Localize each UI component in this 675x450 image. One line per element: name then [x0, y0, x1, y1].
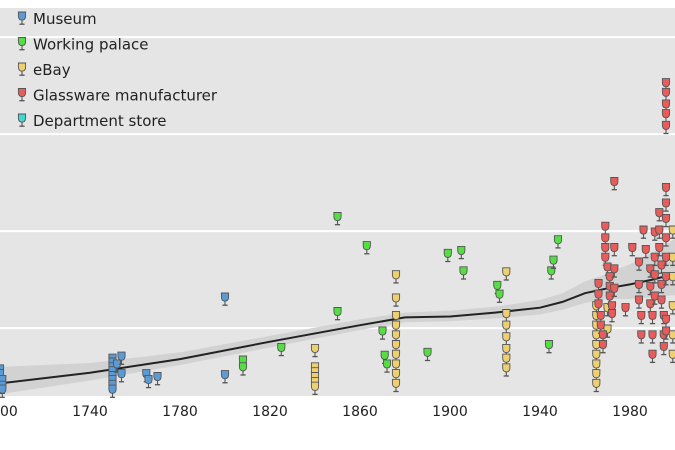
point-s3-2 [594, 299, 603, 313]
point-s0-4 [0, 384, 7, 398]
point-s1-4 [333, 212, 342, 226]
point-s1-15 [544, 340, 554, 354]
legend: Museum Working palace eBay Glassware manufa… [17, 10, 218, 130]
point-s3-22 [628, 243, 637, 257]
legend-item-0: Museum [17, 10, 97, 28]
x-tick-label-5: 1900 [432, 404, 468, 420]
x-tick-label-7: 1980 [612, 404, 648, 420]
point-s2-37 [668, 301, 675, 315]
confidence-band-area [0, 238, 675, 395]
point-s0-18 [153, 372, 162, 386]
legend-label-1: Working palace [33, 36, 149, 54]
legend-item-3: Glassware manufacturer [17, 87, 218, 105]
legend-label-3: Glassware manufacturer [33, 87, 218, 105]
legend-marker-3 [17, 88, 27, 102]
point-s2-22 [502, 363, 511, 377]
point-s3-6 [598, 340, 608, 354]
point-s3-29 [641, 244, 650, 259]
point-s3-23 [634, 257, 644, 271]
legend-marker-4 [17, 113, 27, 127]
legend-label-0: Museum [33, 10, 97, 28]
point-s2-16 [502, 267, 511, 281]
point-s1-18 [553, 235, 563, 249]
point-s1-9 [423, 347, 432, 362]
point-s2-38 [668, 330, 675, 344]
legend-label-2: eBay [33, 61, 71, 79]
point-s3-35 [648, 349, 657, 364]
x-tick-label-4: 1860 [342, 404, 378, 420]
legend-item-2: eBay [17, 61, 71, 79]
point-s0-14 [117, 351, 126, 365]
point-s0-19 [220, 292, 230, 306]
point-s3-45 [657, 295, 666, 309]
point-s3-24 [634, 279, 644, 294]
x-tick-label-6: 1940 [522, 404, 558, 420]
point-s3-55 [661, 120, 671, 135]
point-s2-5 [310, 381, 320, 396]
point-s2-6 [391, 270, 401, 284]
point-s3-25 [634, 295, 644, 309]
x-tick-label-2: 1780 [162, 404, 198, 420]
x-tick-label-3: 1820 [252, 404, 288, 420]
x-tick-label-1: 1740 [72, 404, 108, 420]
confidence-band [0, 238, 675, 395]
point-s1-1 [238, 362, 248, 376]
legend-marker-0 [17, 11, 27, 25]
point-s3-19 [610, 264, 619, 278]
point-s1-6 [378, 326, 387, 340]
x-tick-label-0: 1700 [0, 404, 18, 420]
point-s3-38 [650, 270, 659, 284]
point-s3-21 [621, 303, 630, 317]
point-s1-11 [457, 245, 466, 260]
point-s3-60 [661, 252, 671, 267]
point-s3-27 [637, 330, 646, 344]
point-s0-15 [117, 369, 126, 383]
point-s3-17 [610, 177, 619, 191]
point-s3-61 [661, 272, 671, 286]
point-s3-18 [610, 243, 619, 257]
legend-item-4: Department store [17, 112, 166, 130]
point-s0-12 [108, 384, 117, 398]
point-s1-2 [277, 342, 286, 357]
point-s1-12 [459, 266, 468, 280]
point-s1-3 [333, 307, 342, 321]
point-s3-58 [661, 213, 671, 228]
point-s3-48 [659, 341, 668, 356]
legend-label-4: Department store [33, 112, 166, 130]
point-s3-28 [639, 225, 648, 239]
point-s2-31 [592, 378, 601, 393]
point-s1-5 [362, 241, 371, 255]
point-s2-15 [391, 378, 401, 393]
point-s3-33 [648, 310, 657, 325]
point-s0-17 [144, 374, 153, 389]
legend-marker-1 [17, 37, 27, 51]
point-s1-8 [382, 359, 392, 373]
point-s3-34 [648, 330, 657, 344]
point-s3-37 [650, 252, 659, 267]
point-s1-10 [443, 248, 452, 263]
point-s3-56 [661, 182, 671, 197]
point-s1-14 [495, 289, 504, 303]
point-s0-20 [220, 370, 230, 384]
legend-item-1: Working palace [17, 36, 149, 54]
legend-marker-2 [17, 62, 27, 76]
data-points [0, 78, 675, 398]
point-s3-50 [661, 326, 671, 340]
point-s3-20 [610, 283, 619, 298]
point-s3-26 [637, 310, 646, 325]
point-s1-17 [549, 255, 558, 269]
plot-panel [0, 8, 675, 396]
point-s2-0 [310, 343, 320, 358]
point-s3-16 [607, 309, 617, 323]
point-s3-41 [655, 225, 664, 239]
point-s3-40 [655, 208, 664, 222]
trend-line-path [0, 272, 675, 385]
x-axis: 1700 1740 1780 1820 1860 1900 1940 1980 [0, 404, 648, 420]
point-s2-7 [391, 293, 401, 307]
trend-line [0, 272, 675, 385]
point-s3-42 [655, 243, 664, 257]
point-s3-57 [661, 198, 671, 212]
point-s3-59 [661, 233, 671, 247]
